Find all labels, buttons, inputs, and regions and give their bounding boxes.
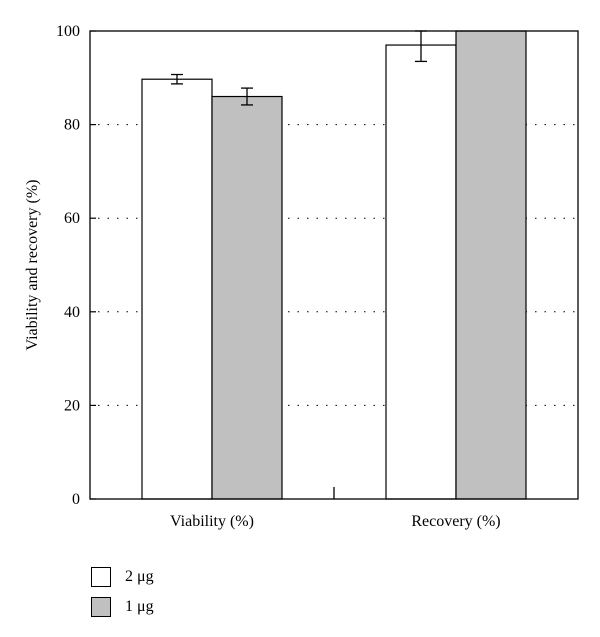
x-tick-label: Recovery (%)	[411, 513, 500, 530]
legend-item-1ug: 1 μg	[91, 595, 154, 619]
bar	[455, 30, 527, 500]
y-axis-ticks: 0 20 40 60 80 100	[56, 23, 96, 508]
y-tick-label: 100	[56, 23, 80, 40]
y-axis-label: Viability and recovery (%)	[24, 180, 41, 351]
bars	[141, 30, 527, 500]
y-tick-label: 80	[64, 117, 80, 134]
y-tick-label: 0	[72, 491, 80, 508]
legend-label-2ug: 2 μg	[125, 568, 154, 585]
y-tick-label: 40	[64, 304, 80, 321]
bar	[141, 78, 213, 500]
legend: 2 μg 1 μg	[91, 565, 154, 625]
y-tick-label: 20	[64, 397, 80, 414]
y-tick-label: 60	[64, 210, 80, 227]
legend-item-2ug: 2 μg	[91, 565, 154, 589]
legend-swatch-1ug	[91, 597, 111, 617]
bar-chart: 0 20 40 60 80 100 Viability (%) Recovery (%) V…	[24, 23, 579, 530]
legend-label-1ug: 1 μg	[125, 598, 154, 615]
x-axis-labels: Viability (%) Recovery (%)	[170, 513, 501, 530]
x-tick-label: Viability (%)	[170, 513, 254, 530]
legend-swatch-2ug	[91, 567, 111, 587]
bar	[385, 44, 457, 500]
bar	[211, 95, 283, 500]
